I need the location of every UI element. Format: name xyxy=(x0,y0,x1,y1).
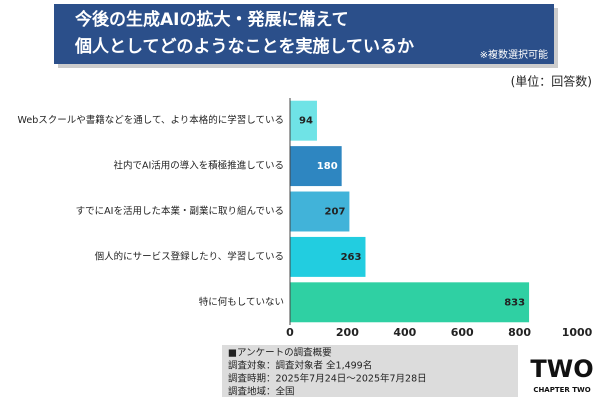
bar xyxy=(290,191,350,232)
y-tick-label: すでにAIを活用した本業・副業に取り組んでいる xyxy=(76,205,284,217)
chart-title: 個人としてどのようなことを実施しているか xyxy=(74,36,414,57)
bar xyxy=(290,236,366,277)
bar xyxy=(290,100,317,141)
survey-line: 調査時期：2025年7月24日〜2025年7月28日 xyxy=(228,373,427,385)
y-tick-label: Webスクールや書籍などを通して、より本格的に学習している xyxy=(18,114,284,126)
data-label: 833 xyxy=(504,297,525,308)
y-tick-label: 特に何もしていない xyxy=(199,296,284,308)
data-label: 207 xyxy=(325,207,346,218)
x-tick-label: 400 xyxy=(393,326,416,339)
y-tick-label: 社内でAI活用の導入を積極推進している xyxy=(113,160,284,172)
data-label: 263 xyxy=(341,252,362,263)
x-tick-label: 800 xyxy=(508,326,531,339)
x-tick-label: 200 xyxy=(336,326,359,339)
data-label: 94 xyxy=(299,116,313,127)
bar xyxy=(290,282,530,323)
survey-line: 調査地域：全国 xyxy=(228,386,295,398)
survey-line: 調査対象：調査対象者 全1,499名 xyxy=(228,360,372,372)
x-tick-label: 1000 xyxy=(562,326,593,339)
x-tick-label: 600 xyxy=(451,326,474,339)
data-label: 180 xyxy=(317,161,338,172)
x-tick-label: 0 xyxy=(286,326,294,339)
bar xyxy=(290,146,342,187)
y-tick-label: 個人的にサービス登録したり、学習している xyxy=(95,250,284,262)
unit-label: (単位：回答数) xyxy=(511,74,592,89)
logo-text: CHAPTER TWO xyxy=(533,386,590,394)
logo-mark: TWO xyxy=(530,355,593,383)
chart-subtitle: ※複数選択可能 xyxy=(480,48,548,61)
title-box xyxy=(54,4,554,64)
chart-title: 今後の生成AIの拡大・発展に備えて xyxy=(75,9,349,30)
survey-line: ■アンケートの調査概要 xyxy=(228,347,332,359)
survey-box xyxy=(222,345,518,397)
